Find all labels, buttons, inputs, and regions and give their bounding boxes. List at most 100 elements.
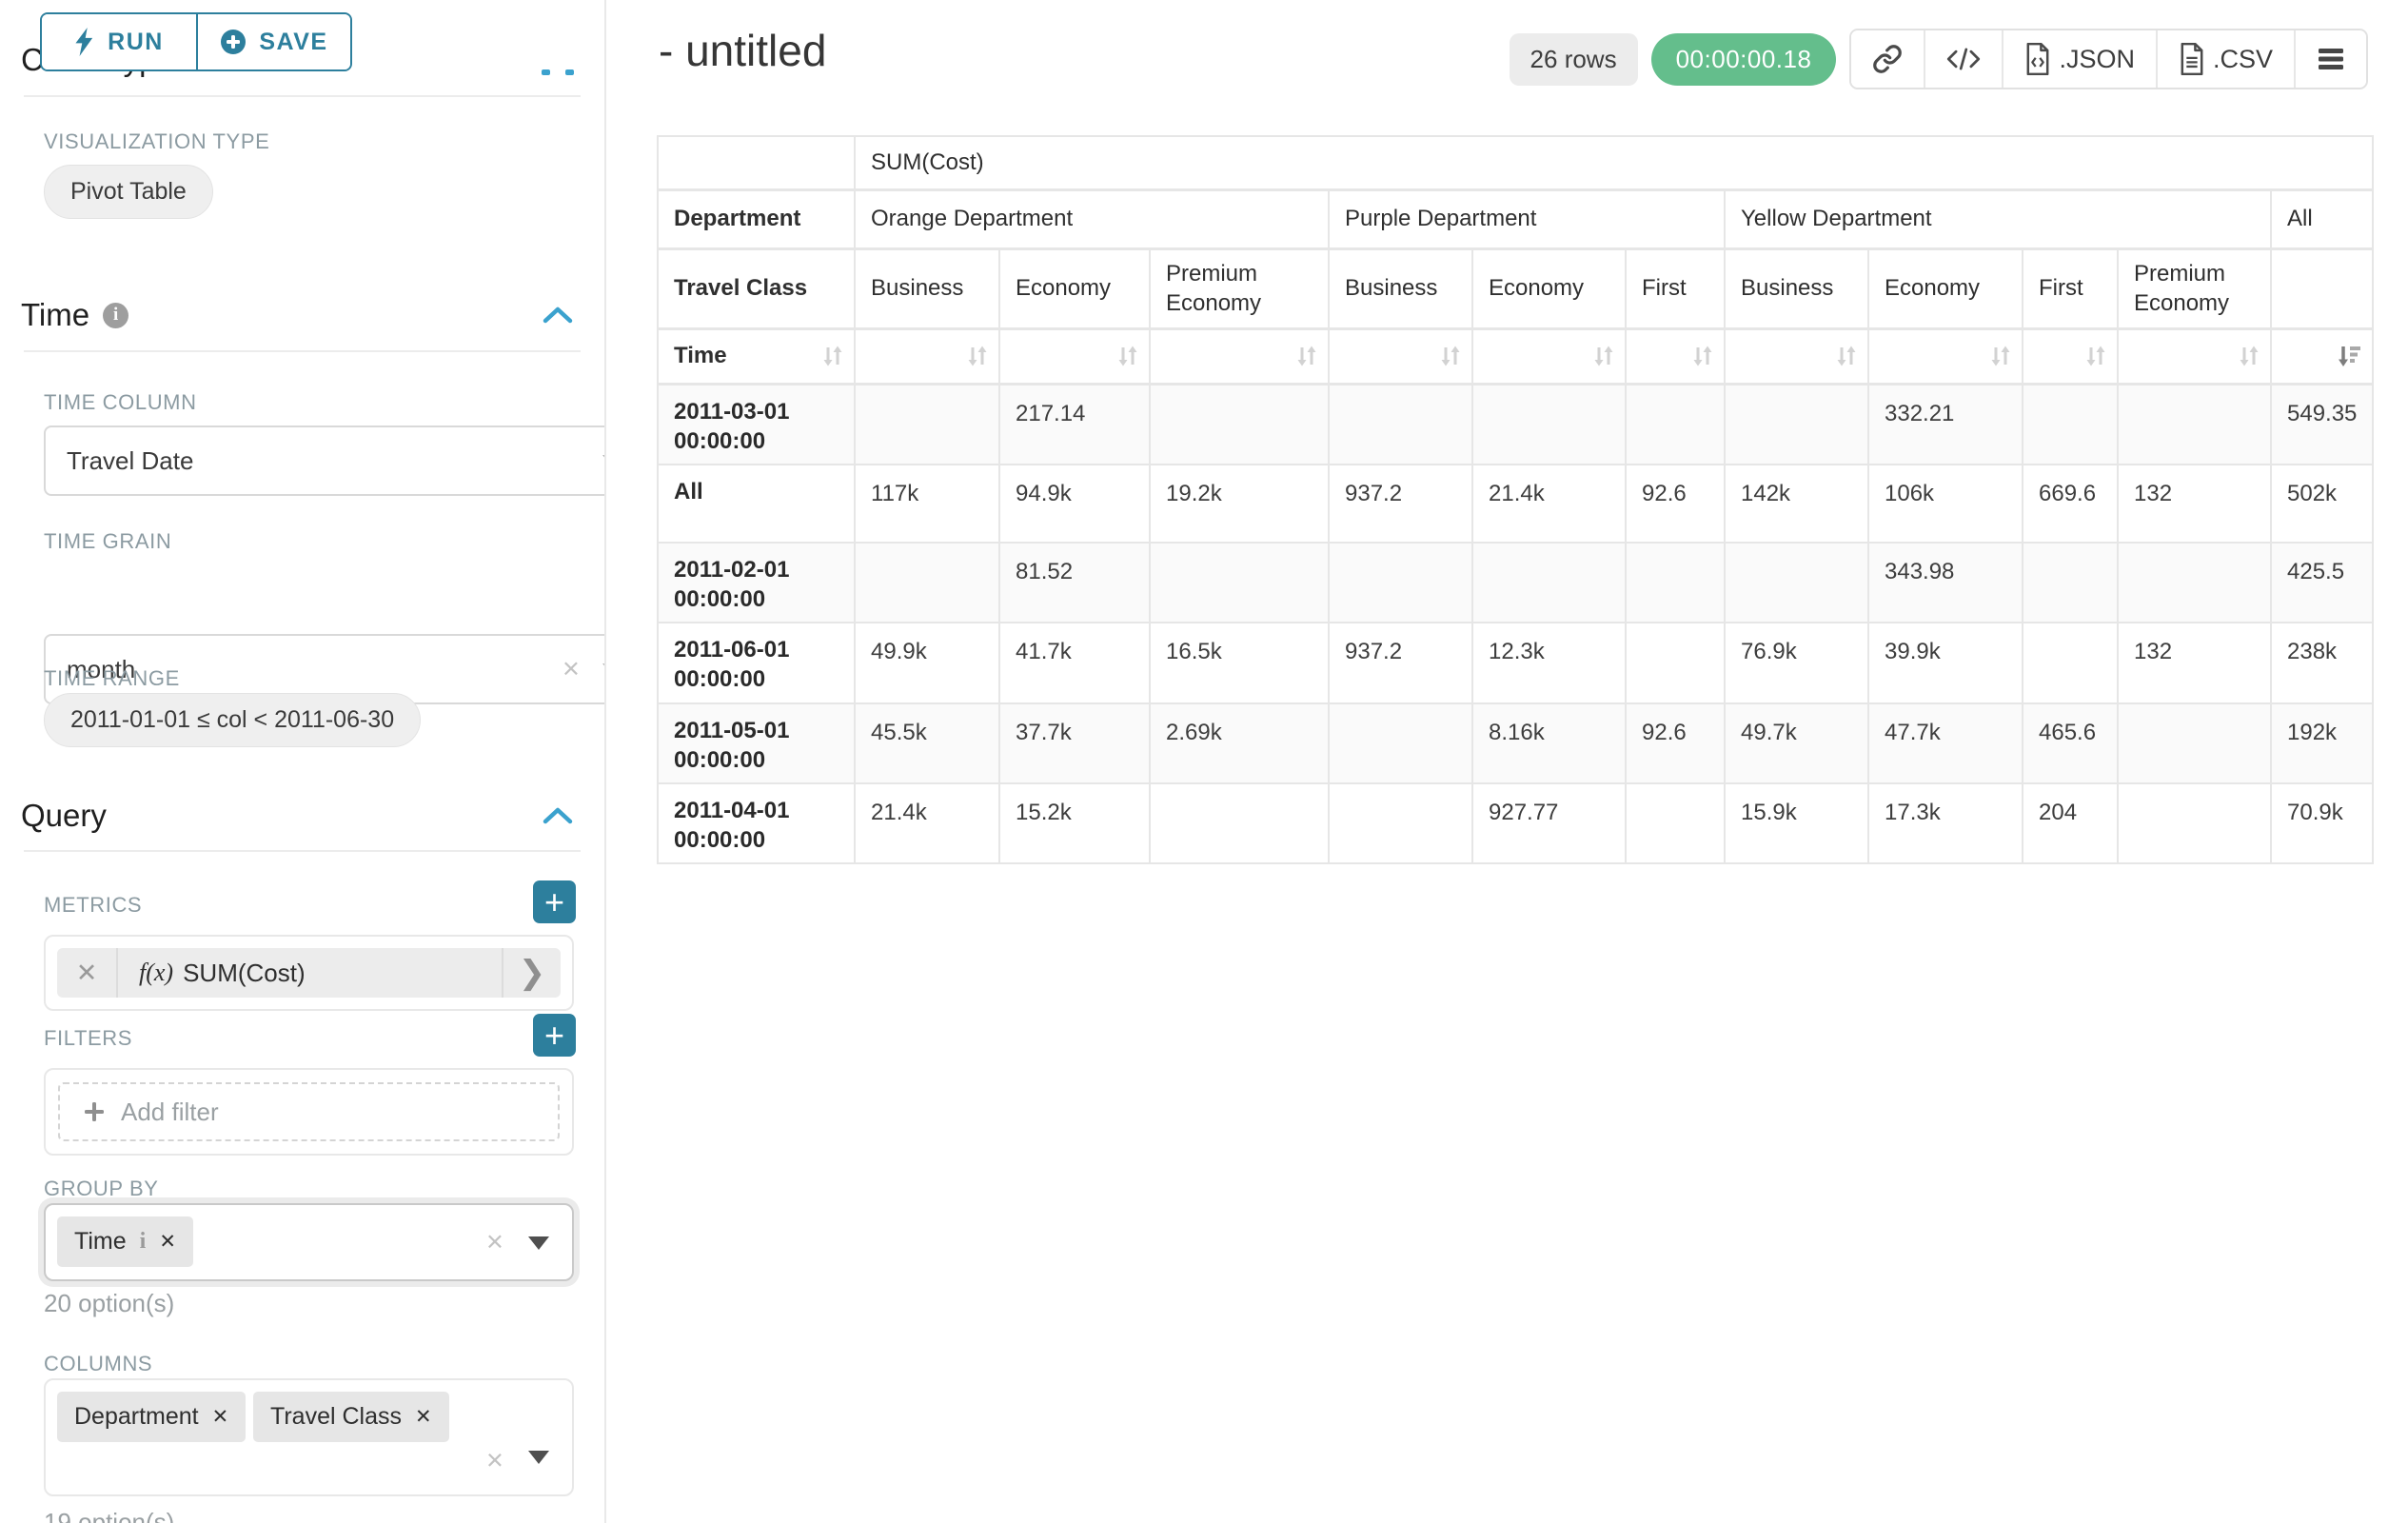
sort-toggle-icon[interactable] (2082, 344, 2107, 368)
query-duration-badge: 00:00:00.18 (1650, 32, 1837, 86)
sort-toggle-icon[interactable] (1833, 344, 1858, 368)
clear-icon[interactable]: × (485, 1224, 503, 1258)
caret-down-icon (528, 1236, 549, 1250)
pivot-cell (2022, 383, 2119, 465)
more-options-menu-button[interactable] (2294, 30, 2366, 88)
pivot-cell: 132 (2117, 622, 2272, 704)
pivot-cell: 117k (854, 463, 1000, 544)
time-range-value[interactable]: 2011-01-01 ≤ col < 2011-06-30 (44, 693, 422, 747)
sort-toggle-icon[interactable] (819, 344, 844, 368)
sort-descending-icon[interactable] (2336, 344, 2362, 368)
pivot-cell: 192k (2269, 702, 2375, 785)
pivot-sort-cell[interactable] (2269, 327, 2375, 386)
pivot-sort-cell[interactable] (998, 327, 1151, 386)
pivot-sort-cell[interactable] (1149, 327, 1330, 386)
sort-toggle-icon[interactable] (2236, 344, 2260, 368)
remove-metric-icon[interactable]: ✕ (57, 948, 118, 998)
time-column-label: TIME COLUMN (44, 390, 197, 414)
caret-down-icon (602, 455, 604, 468)
sort-toggle-icon[interactable] (1115, 344, 1139, 368)
pivot-col-header: Economy (1867, 247, 2023, 330)
pivot-time-header[interactable]: Time (657, 327, 856, 386)
pivot-cell: 8.16k (1471, 702, 1627, 785)
pivot-cell: 41.7k (998, 622, 1151, 704)
caret-down-icon (602, 663, 604, 677)
plus-circle-icon (221, 30, 247, 54)
clear-icon[interactable]: × (485, 1443, 503, 1476)
remove-tag-icon[interactable]: ✕ (159, 1231, 176, 1253)
pivot-col-group-header: Purple Department (1328, 188, 1726, 250)
sort-toggle-icon[interactable] (1293, 344, 1318, 368)
pivot-sort-cell[interactable] (854, 327, 1000, 386)
divider (24, 95, 581, 97)
sort-toggle-icon[interactable] (964, 344, 989, 368)
pivot-sort-cell[interactable] (1724, 327, 1869, 386)
remove-tag-icon[interactable]: ✕ (415, 1406, 432, 1428)
pivot-cell: 332.21 (1867, 383, 2023, 465)
chart-type-collapse-chevron-clipped[interactable] (542, 63, 574, 80)
columns-tag: Travel Class ✕ (253, 1392, 449, 1442)
columns-tag: Department ✕ (57, 1392, 247, 1442)
caret-down-icon (528, 1451, 549, 1464)
hamburger-menu-icon (2319, 49, 2343, 69)
group-by-select[interactable]: Time i ✕ × (44, 1203, 574, 1281)
pivot-sort-cell[interactable] (2022, 327, 2119, 386)
copy-link-button[interactable] (1851, 30, 1924, 88)
row-count-badge: 26 rows (1509, 32, 1638, 86)
metrics-box: ✕ f(x) SUM(Cost) ❯ (44, 935, 574, 1011)
pivot-cell (2117, 541, 2272, 624)
pivot-cell: 92.6 (1625, 463, 1726, 544)
sort-toggle-icon[interactable] (1437, 344, 1462, 368)
pivot-cell: 465.6 (2022, 702, 2119, 785)
visualization-type-label: VISUALIZATION TYPE (44, 129, 270, 153)
query-section-header: Query (21, 798, 574, 834)
pivot-col-group-header: Orange Department (854, 188, 1330, 250)
add-filter-plus-button[interactable]: + (533, 1014, 576, 1057)
pivot-sort-cell[interactable] (1625, 327, 1726, 386)
save-button[interactable]: SAVE (196, 14, 350, 69)
sort-toggle-icon[interactable] (1987, 344, 2012, 368)
pivot-col-header: Premium Economy (1149, 247, 1330, 330)
embed-code-button[interactable] (1924, 30, 2003, 88)
pivot-sort-cell[interactable] (2117, 327, 2272, 386)
metrics-label: METRICS (44, 893, 143, 917)
pivot-sort-cell[interactable] (1867, 327, 2023, 386)
file-code-icon (2027, 43, 2049, 75)
run-button[interactable]: RUN (42, 14, 196, 69)
remove-tag-icon[interactable]: ✕ (211, 1406, 229, 1428)
pivot-col-header: Premium Economy (2117, 247, 2272, 330)
export-json-button[interactable]: .JSON (2002, 30, 2156, 88)
pivot-cell: 2.69k (1149, 702, 1330, 785)
filters-box: Add filter (44, 1068, 574, 1156)
pivot-col-header: Economy (998, 247, 1151, 330)
time-column-select[interactable]: Travel Date (44, 425, 604, 496)
pivot-sort-cell[interactable] (1471, 327, 1627, 386)
chart-title[interactable]: - untitled (659, 26, 827, 75)
pivot-cell (1471, 383, 1627, 465)
pivot-data-row: 2011-06-01 00:00:00 49.9k 41.7k 16.5k 937.2 1… (657, 622, 2375, 704)
pivot-cell: 92.6 (1625, 702, 1726, 785)
columns-select[interactable]: Department ✕ Travel Class ✕ × (44, 1378, 574, 1496)
pivot-row-label: 2011-04-01 00:00:00 (657, 781, 856, 865)
visualization-type-value[interactable]: Pivot Table (44, 165, 213, 219)
pivot-cell (1625, 622, 1726, 704)
time-collapse-chevron-icon[interactable] (542, 306, 574, 325)
query-collapse-chevron-icon[interactable] (542, 806, 574, 825)
add-metric-button[interactable]: + (533, 880, 576, 923)
export-button-group: .JSON .CSV (1849, 29, 2368, 89)
pivot-cell (1149, 383, 1330, 465)
add-filter-button[interactable]: Add filter (58, 1082, 560, 1141)
pivot-cell: 343.98 (1867, 541, 2023, 624)
sort-toggle-icon[interactable] (1590, 344, 1615, 368)
pivot-cell (2117, 702, 2272, 785)
pivot-cell: 76.9k (1724, 622, 1869, 704)
pivot-cell: 45.5k (854, 702, 1000, 785)
clear-icon[interactable]: × (562, 651, 580, 685)
export-csv-button[interactable]: .CSV (2155, 30, 2294, 88)
sort-toggle-icon[interactable] (1689, 344, 1714, 368)
divider (24, 350, 581, 352)
pivot-sort-cell[interactable] (1328, 327, 1473, 386)
pivot-cell: 94.9k (998, 463, 1151, 544)
metric-chip[interactable]: ✕ f(x) SUM(Cost) ❯ (57, 948, 561, 998)
chevron-right-icon[interactable]: ❯ (502, 948, 561, 998)
